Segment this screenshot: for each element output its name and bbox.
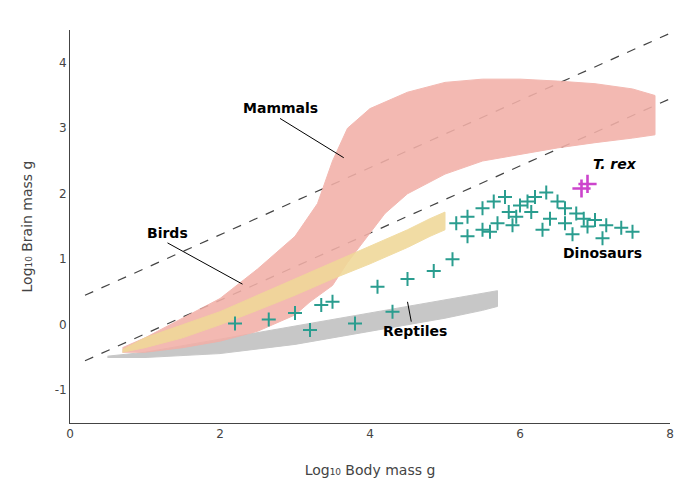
svg-text:0: 0 bbox=[66, 427, 74, 441]
svg-text:Log₁₀ Brain mass g: Log₁₀ Brain mass g bbox=[19, 161, 35, 293]
svg-text:Log₁₀ Body mass g: Log₁₀ Body mass g bbox=[305, 462, 436, 478]
svg-text:2: 2 bbox=[216, 427, 224, 441]
svg-text:Dinosaurs: Dinosaurs bbox=[563, 245, 642, 261]
svg-text:1: 1 bbox=[59, 252, 67, 266]
svg-text:Mammals: Mammals bbox=[243, 100, 318, 116]
svg-text:Reptiles: Reptiles bbox=[383, 323, 447, 339]
svg-text:-1: -1 bbox=[55, 383, 67, 397]
svg-text:4: 4 bbox=[59, 56, 67, 70]
svg-text:6: 6 bbox=[516, 427, 524, 441]
svg-text:T. rex: T. rex bbox=[593, 156, 637, 172]
svg-text:3: 3 bbox=[59, 121, 67, 135]
svg-text:4: 4 bbox=[366, 427, 374, 441]
svg-text:0: 0 bbox=[59, 318, 67, 332]
svg-text:8: 8 bbox=[666, 427, 674, 441]
svg-text:2: 2 bbox=[59, 187, 67, 201]
svg-text:Birds: Birds bbox=[147, 225, 188, 241]
